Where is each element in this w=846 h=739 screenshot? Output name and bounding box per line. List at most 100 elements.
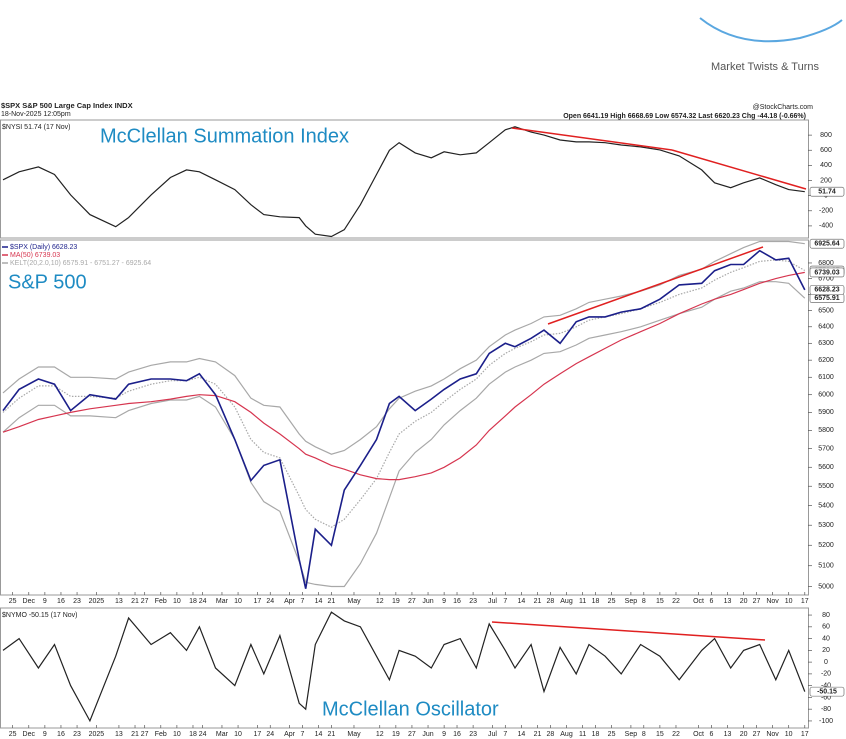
trend-line: [547, 246, 764, 325]
x-tick-label: 17: [253, 598, 261, 605]
last-value-box: [809, 686, 845, 697]
x-tick-label: 27: [141, 598, 149, 605]
x-tick-label: 23: [73, 731, 81, 738]
y-tick-label: 5200: [818, 542, 834, 549]
x-tick-label: 12: [376, 598, 384, 605]
y-tick-label: 5900: [818, 409, 834, 416]
logo-swoosh: [699, 17, 843, 43]
y-tick-label: 60: [822, 624, 830, 631]
y-tick-label: 5600: [818, 464, 834, 471]
last-value-box: [809, 267, 845, 278]
legend-label: $SPX (Daily) 6628.23: [10, 244, 77, 251]
trend-line: [491, 621, 766, 641]
y-tick-label: 0: [824, 659, 828, 666]
last-value-label: 6925.64: [814, 241, 839, 248]
x-tick-label: 15: [656, 731, 664, 738]
x-tick-label: Aug: [560, 731, 573, 738]
x-tick-label: 28: [547, 731, 555, 738]
x-tick-label: 11: [579, 731, 586, 738]
legend-label: KELT(20,2.0,10) 6575.91 - 6751.27 - 6925…: [10, 260, 151, 267]
x-tick-label: 21: [534, 598, 542, 605]
last-value-box: [809, 238, 845, 249]
y-tick-label: -200: [819, 208, 833, 215]
y-tick-label: 5700: [818, 446, 834, 453]
x-tick-label: May: [347, 598, 361, 605]
x-tick-label: Feb: [155, 598, 167, 605]
x-tick-label: 9: [442, 598, 446, 605]
x-tick-label: 14: [518, 598, 526, 605]
y-tick-label: 800: [820, 132, 832, 139]
last-value-label: 6739.03: [814, 269, 839, 276]
y-tick-label: 5800: [818, 427, 834, 434]
x-tick-label: 10: [173, 598, 181, 605]
x-tick-label: 18: [189, 731, 197, 738]
x-tick-label: 19: [392, 598, 400, 605]
y-tick-label: 5400: [818, 502, 834, 509]
x-tick-label: 8: [642, 598, 646, 605]
y-tick-label: 6800: [818, 260, 834, 267]
x-tick-label: Apr: [284, 731, 296, 738]
panel-frame: [0, 239, 809, 596]
x-tick-label: 25: [9, 731, 17, 738]
x-tick-label: Dec: [23, 731, 36, 738]
x-tick-label: 9: [43, 731, 47, 738]
y-tick-label: 5000: [818, 583, 834, 590]
x-tick-label: 21: [328, 598, 336, 605]
x-tick-label: 6: [709, 598, 713, 605]
x-tick-label: 27: [408, 731, 416, 738]
y-tick-label: -20: [821, 671, 831, 678]
last-value-label: -50.15: [817, 688, 837, 695]
logo-text: Market Twists & Turns: [711, 61, 819, 73]
x-tick-label: Jun: [422, 598, 433, 605]
x-tick-label: 22: [672, 731, 680, 738]
x-tick-label: 21: [328, 731, 336, 738]
x-tick-label: 19: [392, 731, 400, 738]
x-tick-label: Sep: [625, 598, 638, 605]
x-tick-label: 9: [442, 731, 446, 738]
x-tick-label: Nov: [766, 598, 779, 605]
series-line: [2, 611, 806, 723]
x-tick-label: 10: [173, 731, 181, 738]
x-tick-label: 18: [592, 731, 600, 738]
x-tick-label: 24: [266, 598, 274, 605]
last-value-label: 51.74: [818, 189, 836, 196]
y-tick-label: 6400: [818, 324, 834, 331]
series-line: [2, 126, 805, 238]
series-line: [2, 281, 806, 588]
legend-label: MA(50) 6739.03: [10, 252, 60, 259]
x-tick-label: 11: [579, 598, 586, 605]
x-tick-label: 14: [518, 731, 526, 738]
x-tick-label: Apr: [284, 598, 296, 605]
x-tick-label: 18: [592, 598, 600, 605]
x-tick-label: 23: [73, 598, 81, 605]
annotation: S&P 500: [8, 271, 87, 293]
x-tick-label: 25: [9, 598, 17, 605]
panel-frame: [0, 607, 809, 729]
y-tick-label: 20: [822, 647, 830, 654]
x-tick-label: Aug: [560, 598, 573, 605]
x-tick-label: 2025: [89, 731, 105, 738]
trend-line: [671, 149, 807, 190]
panel-frame: [0, 119, 809, 239]
y-tick-label: 5300: [818, 522, 834, 529]
x-tick-label: 16: [57, 598, 65, 605]
y-tick-label: 6000: [818, 392, 834, 399]
y-tick-label: 200: [820, 177, 832, 184]
x-tick-label: 16: [453, 731, 461, 738]
x-tick-label: 28: [547, 598, 555, 605]
series-line: [2, 249, 806, 589]
y-tick-label: -40: [821, 682, 831, 689]
x-tick-label: 7: [301, 598, 305, 605]
y-tick-label: 600: [820, 147, 832, 154]
source: @StockCharts.com: [753, 104, 814, 111]
x-tick-label: 14: [315, 731, 323, 738]
x-tick-label: Dec: [23, 598, 36, 605]
x-tick-label: Oct: [693, 731, 704, 738]
x-tick-label: 21: [534, 731, 542, 738]
x-tick-label: Oct: [693, 598, 704, 605]
annotation: McClellan Summation Index: [100, 125, 349, 147]
x-tick-label: 16: [453, 598, 461, 605]
x-tick-label: Jun: [422, 731, 433, 738]
